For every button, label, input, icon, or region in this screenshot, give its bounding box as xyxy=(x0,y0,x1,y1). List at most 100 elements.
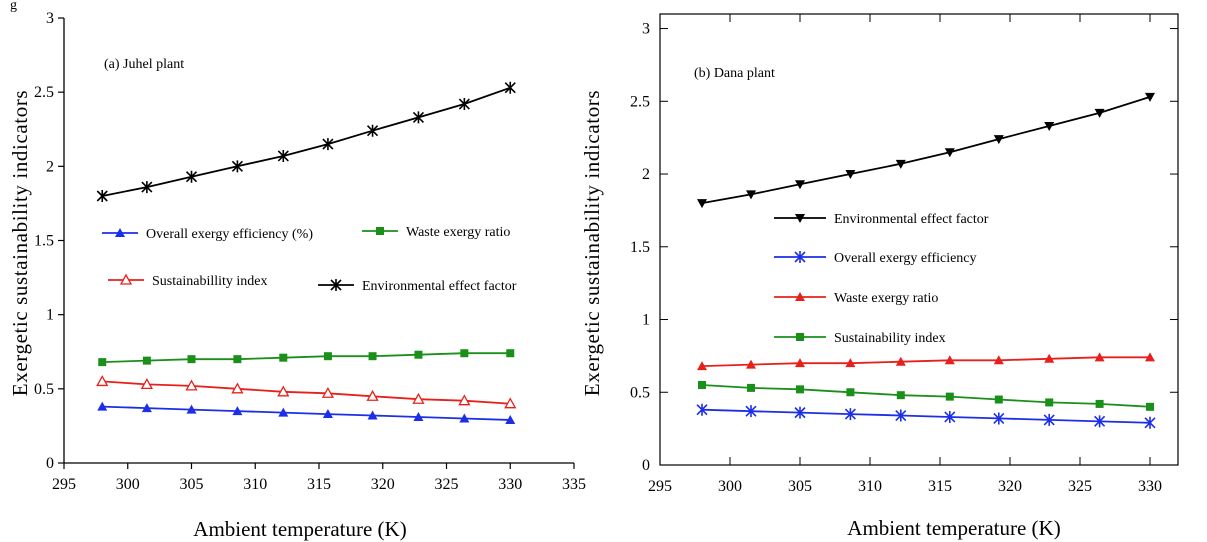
series-a-0 xyxy=(96,81,516,202)
data-point-a-0-1 xyxy=(141,181,153,194)
series-a-1 xyxy=(98,349,515,367)
legend-item-b-3: Sustainability index xyxy=(774,331,946,346)
y-tick-label-a-1: 0.5 xyxy=(34,381,54,398)
data-point-a-1-0 xyxy=(98,358,107,367)
series-b-3 xyxy=(696,403,1156,429)
data-point-b-2-4 xyxy=(896,391,905,400)
x-axis-title-b: Ambient temperature (K) xyxy=(847,516,1060,540)
legend-item-a-1: Waste exergy ratio xyxy=(362,225,510,240)
data-point-a-1-9 xyxy=(506,349,515,358)
x-tick-label-b-2: 305 xyxy=(788,478,812,495)
data-point-a-2-1 xyxy=(140,378,153,390)
x-tick-label-b-1: 300 xyxy=(718,478,742,495)
series-b-0 xyxy=(697,92,1155,209)
x-tick-label-a-3: 310 xyxy=(243,476,267,493)
data-point-b-2-2 xyxy=(796,385,804,394)
legend-label-b-2: Waste exergy ratio xyxy=(834,291,938,306)
data-point-a-0-9 xyxy=(504,81,516,94)
x-tick-label-a-7: 330 xyxy=(498,476,522,493)
x-tick-label-b-3: 310 xyxy=(858,478,882,495)
data-point-a-0-7 xyxy=(412,111,425,124)
data-point-b-1-3 xyxy=(845,358,856,368)
chart-panel-a: 0 0.5 1 1.5 2 2.5 3 295 300 305 310 315 320 325 330 335… xyxy=(8,10,586,541)
series-b-1 xyxy=(697,352,1155,371)
y-tick-label-a-4: 2 xyxy=(46,158,54,175)
series-line-b-0 xyxy=(701,96,1151,204)
data-point-a-3-9 xyxy=(505,414,516,424)
data-point-b-2-9 xyxy=(1146,402,1154,411)
data-point-b-3-5 xyxy=(944,410,956,423)
data-point-a-0-3 xyxy=(231,160,243,173)
data-point-a-0-4 xyxy=(277,149,289,162)
legend-item-a-0: Overall exergy efficiency (%) xyxy=(102,227,313,242)
panel-label-b: (b) Dana plant xyxy=(694,66,775,81)
x-tick-label-a-6: 325 xyxy=(435,476,459,493)
plot-frame-b xyxy=(659,13,1179,466)
series-line-b-3 xyxy=(701,408,1151,424)
legend-label-a-0: Overall exergy efficiency (%) xyxy=(146,227,313,242)
data-point-b-2-0 xyxy=(698,380,706,389)
data-point-a-1-1 xyxy=(142,356,151,365)
y-tick-label-a-6: 3 xyxy=(46,10,54,27)
data-point-a-3-6 xyxy=(367,410,378,420)
legend-label-b-1: Overall exergy efficiency xyxy=(834,251,977,266)
x-axis-title-a: Ambient temperature (K) xyxy=(193,517,406,541)
y-tick-label-a-3: 1.5 xyxy=(34,233,54,250)
series-b-2 xyxy=(698,380,1154,411)
data-point-b-0-1 xyxy=(746,190,756,200)
legend-label-a-1: Waste exergy ratio xyxy=(406,225,510,240)
data-point-a-3-1 xyxy=(141,403,152,413)
x-tick-label-b-6: 325 xyxy=(1068,478,1092,495)
data-point-a-3-7 xyxy=(413,412,424,422)
data-point-a-1-4 xyxy=(279,353,288,362)
legend-marker-b-3 xyxy=(796,333,804,341)
legend-marker-a-0 xyxy=(115,228,125,237)
y-tick-label-b-2: 1 xyxy=(642,312,650,329)
series-line-a-0 xyxy=(102,86,511,197)
series-line-b-1 xyxy=(701,356,1150,367)
panel-label-a: (a) Juhel plant xyxy=(104,57,184,72)
y-tick-label-b-5: 2.5 xyxy=(630,93,650,110)
x-tick-label-b-4: 315 xyxy=(928,478,952,495)
legend-marker-a-3 xyxy=(330,279,342,291)
data-point-a-2-9 xyxy=(504,397,517,409)
x-tick-label-a-5: 320 xyxy=(371,476,395,493)
x-tick-label-a-8: 335 xyxy=(562,476,586,493)
data-point-b-0-6 xyxy=(993,135,1004,145)
x-tick-label-a-2: 305 xyxy=(180,476,204,493)
series-line-a-1 xyxy=(102,352,511,363)
data-point-b-3-3 xyxy=(844,408,856,421)
data-point-a-3-2 xyxy=(186,404,197,414)
data-point-b-0-4 xyxy=(895,159,906,169)
legend-item-a-3: Environmental effect factor xyxy=(318,279,517,294)
data-point-b-3-2 xyxy=(794,406,806,419)
chart-panel-b: 0 0.5 1 1.5 2 2.5 3 295 300 305 310 315 320 325 330 Amb… xyxy=(580,13,1179,540)
data-point-b-1-2 xyxy=(795,358,805,368)
data-point-a-3-3 xyxy=(232,406,243,416)
y-tick-label-b-1: 0.5 xyxy=(630,384,650,401)
legend-label-b-0: Environmental effect factor xyxy=(834,212,989,227)
data-point-a-1-3 xyxy=(233,355,242,364)
legend-marker-b-0 xyxy=(795,214,805,223)
legend-marker-b-1 xyxy=(794,251,806,263)
data-point-a-3-4 xyxy=(278,407,289,417)
data-point-b-0-9 xyxy=(1145,92,1155,102)
data-point-a-2-3 xyxy=(231,382,244,394)
legend-item-b-2: Waste exergy ratio xyxy=(774,291,938,306)
data-point-b-0-5 xyxy=(944,148,955,158)
data-point-b-0-8 xyxy=(1094,108,1105,118)
data-point-a-1-8 xyxy=(460,349,469,358)
data-point-a-0-2 xyxy=(185,170,198,183)
series-a-2 xyxy=(96,375,517,409)
x-tick-label-b-5: 320 xyxy=(998,478,1022,495)
y-axis-title-b: Exergetic sustainability indicators xyxy=(580,90,604,396)
data-point-b-1-4 xyxy=(895,356,906,366)
data-point-a-3-5 xyxy=(322,409,333,419)
data-point-b-0-7 xyxy=(1044,122,1055,132)
legend-label-a-3: Environmental effect factor xyxy=(362,279,517,294)
data-point-b-2-7 xyxy=(1045,398,1054,407)
data-point-a-1-7 xyxy=(414,350,423,359)
data-point-a-1-5 xyxy=(323,352,332,361)
data-point-a-2-6 xyxy=(366,389,379,401)
